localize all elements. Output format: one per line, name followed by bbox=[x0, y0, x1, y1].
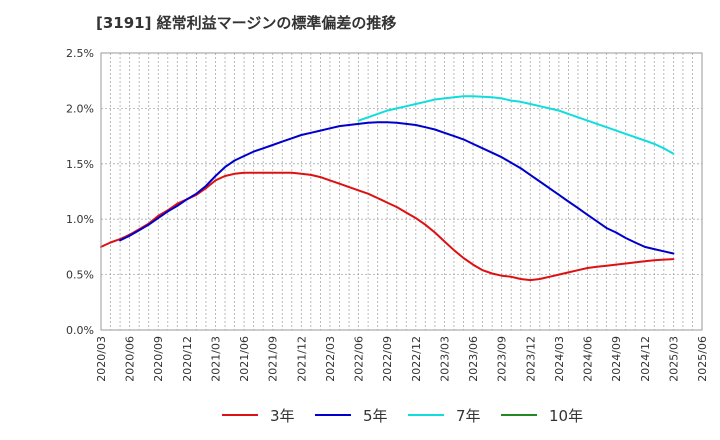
x-tick-label: 2020/03 bbox=[95, 336, 108, 382]
y-tick-label: 0.0% bbox=[66, 324, 94, 337]
x-axis-ticks: 2020/03 2020/06 2020/09 2020/12 2021/03 2021/… bbox=[95, 336, 709, 382]
x-tick-label: 2020/06 bbox=[124, 336, 137, 382]
x-tick-label: 2021/03 bbox=[209, 336, 222, 382]
legend: 3年 5年 7年 10年 bbox=[0, 402, 720, 428]
y-tick-label: 1.0% bbox=[66, 213, 94, 226]
x-tick-label: 2021/12 bbox=[295, 336, 308, 382]
legend-item: 3年 bbox=[222, 402, 295, 428]
legend-swatch bbox=[501, 414, 537, 416]
legend-item: 5年 bbox=[315, 402, 388, 428]
x-tick-label: 2021/09 bbox=[267, 336, 280, 382]
series-lines bbox=[100, 95, 675, 282]
x-tick-label: 2024/12 bbox=[639, 336, 652, 382]
legend-label: 10年 bbox=[549, 406, 584, 425]
legend-swatch bbox=[408, 414, 444, 416]
legend-label: 7年 bbox=[456, 406, 481, 425]
y-tick-label: 1.5% bbox=[66, 158, 94, 171]
grid bbox=[101, 53, 702, 330]
legend-item: 7年 bbox=[408, 402, 481, 428]
x-tick-label: 2022/03 bbox=[324, 336, 337, 382]
y-axis-ticks: 0.0% 0.5% 1.0% 1.5% 2.0% 2.5% bbox=[66, 47, 94, 337]
x-tick-label: 2025/06 bbox=[696, 336, 709, 382]
line-chart: 0.0%0.5%1.0%1.5%2.0%2.5% 2020/03 2020/06 2… bbox=[66, 47, 709, 382]
x-tick-label: 2023/09 bbox=[496, 336, 509, 382]
x-tick-label: 2023/03 bbox=[438, 336, 451, 382]
x-tick-label: 2023/12 bbox=[524, 336, 537, 382]
x-tick-label: 2025/03 bbox=[667, 336, 680, 382]
chart-title: [3191] 経常利益マージンの標準偏差の推移 bbox=[96, 14, 397, 32]
y-tick-label: 0.5% bbox=[66, 269, 94, 282]
x-tick-label: 2022/06 bbox=[353, 336, 366, 382]
x-tick-label: 2022/09 bbox=[381, 336, 394, 382]
legend-swatch bbox=[315, 414, 351, 416]
x-tick-label: 2024/06 bbox=[582, 336, 595, 382]
x-tick-label: 2024/09 bbox=[610, 336, 623, 382]
plot-area bbox=[100, 52, 703, 331]
series-line-1 bbox=[119, 121, 675, 255]
x-tick-label: 2020/12 bbox=[181, 336, 194, 382]
x-tick-label: 2021/06 bbox=[238, 336, 251, 382]
legend-label: 3年 bbox=[270, 406, 295, 425]
y-tick-label: 2.5% bbox=[66, 47, 94, 60]
y-tick-label: 2.0% bbox=[66, 102, 94, 115]
legend-swatch bbox=[222, 414, 258, 416]
legend-item: 10年 bbox=[501, 402, 583, 428]
x-tick-label: 2024/03 bbox=[553, 336, 566, 382]
legend-label: 5年 bbox=[363, 406, 388, 425]
x-tick-label: 2020/09 bbox=[152, 336, 165, 382]
x-tick-label: 2023/06 bbox=[467, 336, 480, 382]
x-tick-label: 2022/12 bbox=[410, 336, 423, 382]
series-line-2 bbox=[357, 95, 675, 155]
